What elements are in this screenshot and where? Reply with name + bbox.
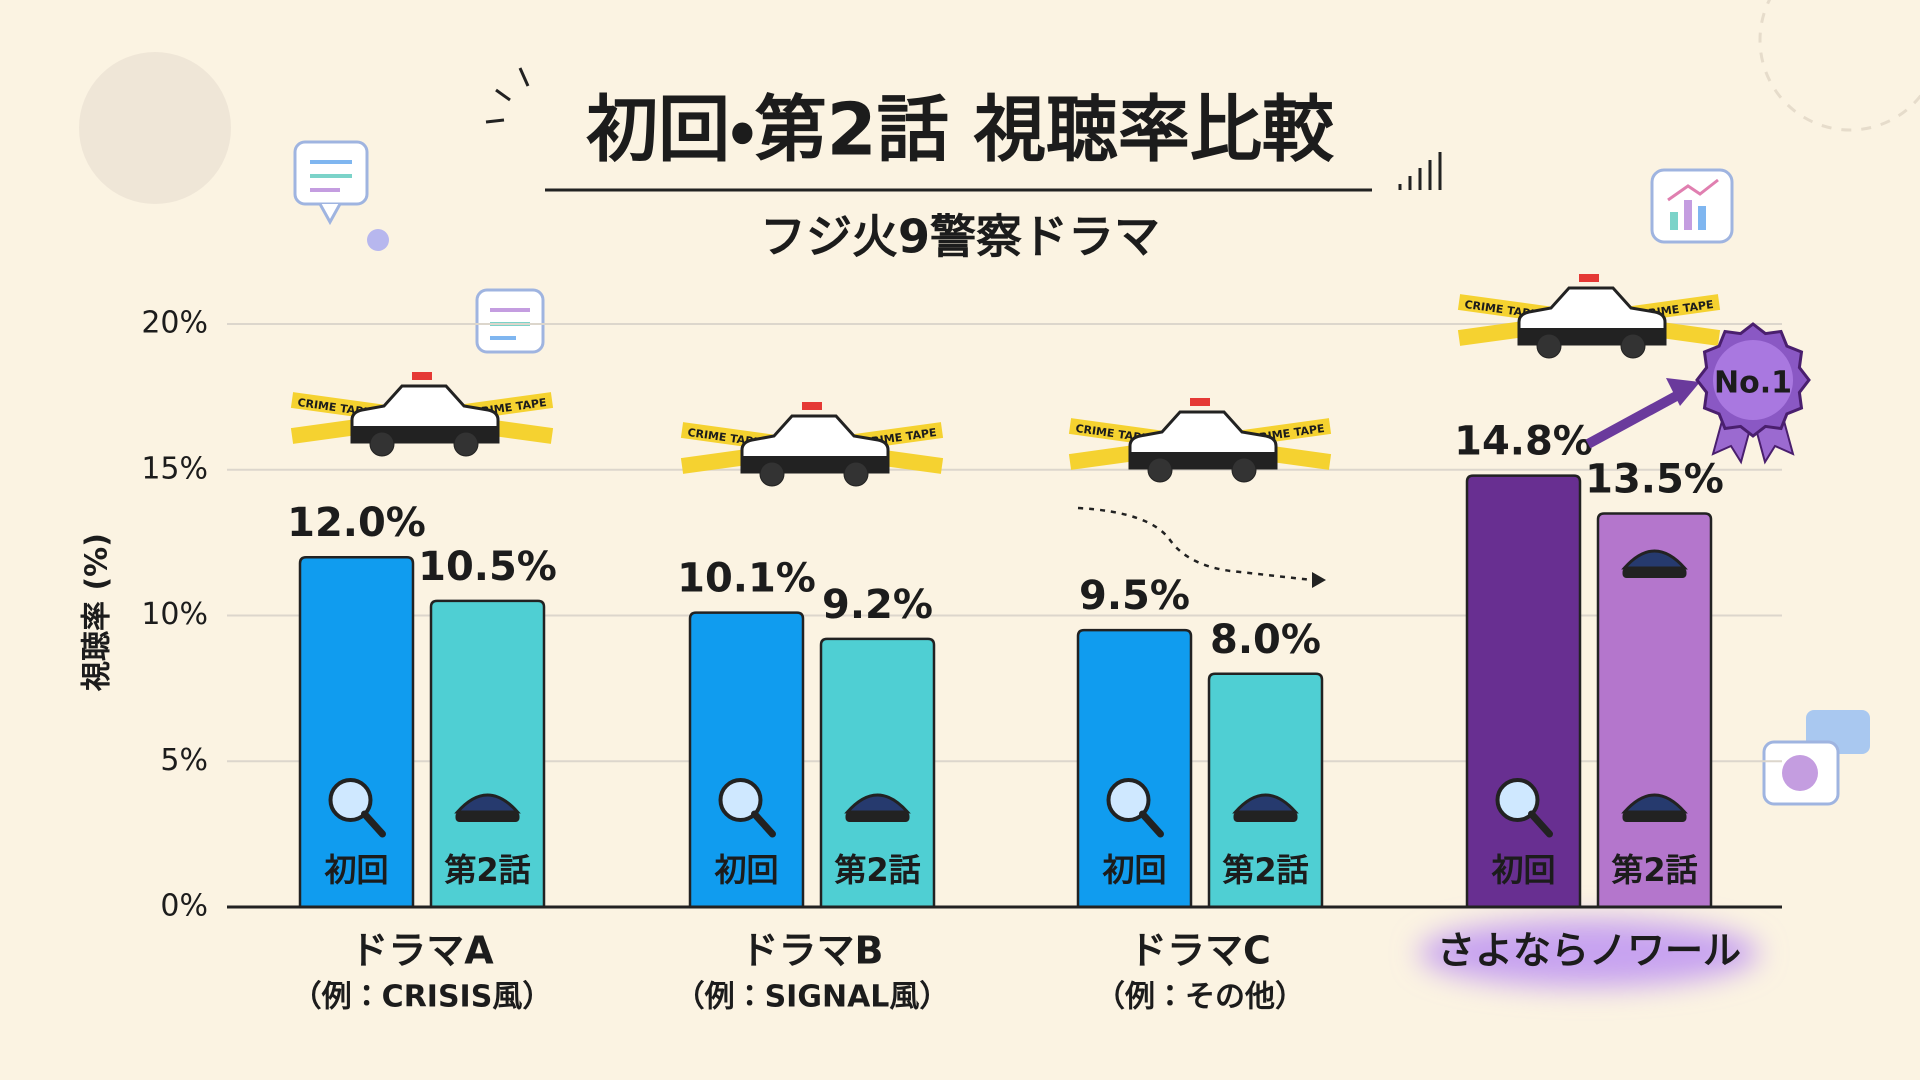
- magnifier-handle: [1139, 810, 1164, 838]
- police-cap-brim: [1622, 812, 1687, 822]
- y-tick-label: 10%: [141, 597, 208, 632]
- car-light: [802, 402, 822, 410]
- value-label: 9.5%: [1079, 573, 1190, 619]
- police-cap-icon: [1621, 549, 1688, 570]
- trend-arrow: [1077, 506, 1313, 582]
- category-note: （例：SIGNAL風）: [675, 980, 950, 1015]
- highlight-glow: [1419, 919, 1759, 987]
- bar: [1465, 474, 1582, 909]
- magnifier-handle: [751, 810, 776, 838]
- car-wheel: [1536, 333, 1562, 359]
- magnifier-icon: [328, 778, 373, 822]
- bar: [429, 599, 546, 909]
- x-tick-label: さよならノワール: [1437, 929, 1741, 973]
- x-tick-label: ドラマC: [1129, 929, 1271, 973]
- car-light: [1190, 398, 1210, 406]
- trend-arrow-head: [1312, 572, 1326, 588]
- police-car-icon: CRIME TAPE CRIME TAPE: [1457, 274, 1721, 359]
- value-label: 10.5%: [418, 544, 557, 590]
- series-label: 初回: [324, 851, 388, 889]
- car-wheel: [843, 461, 869, 487]
- police-car-icon: CRIME TAPE CRIME TAPE: [680, 402, 944, 487]
- series-label: 第2話: [1611, 851, 1697, 889]
- value-label: 10.1%: [677, 556, 816, 602]
- police-cap-brim: [845, 812, 910, 822]
- bar: [1076, 628, 1193, 909]
- police-cap-brim: [1622, 568, 1687, 578]
- badge-arrow-head: [1666, 378, 1700, 406]
- bar: [1207, 672, 1324, 909]
- badge-arrow: [1585, 389, 1683, 449]
- badge-text: No.1: [1714, 366, 1792, 401]
- series-label: 初回: [1491, 851, 1555, 889]
- police-cap-icon: [454, 793, 521, 814]
- police-cap-icon: [1232, 793, 1299, 814]
- category-note: （例：CRISIS風）: [292, 980, 553, 1015]
- bar: [298, 555, 415, 909]
- value-label: 13.5%: [1585, 456, 1724, 502]
- y-axis-label: 視聴率 (%): [80, 533, 115, 692]
- badge-inner: [1713, 340, 1793, 420]
- magnifier-handle: [361, 810, 386, 838]
- series-label: 第2話: [1222, 851, 1308, 889]
- y-tick-label: 20%: [141, 306, 208, 341]
- car-wheel: [759, 461, 785, 487]
- car-light: [412, 372, 432, 380]
- category-note: （例：その他）: [1095, 980, 1305, 1015]
- bar: [819, 637, 936, 909]
- magnifier-icon: [718, 778, 763, 822]
- y-tick-label: 0%: [160, 889, 208, 924]
- value-label: 8.0%: [1210, 617, 1321, 663]
- chart-title: 初回・第2話 視聴率比較: [586, 88, 1335, 172]
- car-wheel: [369, 431, 395, 457]
- value-label: 9.2%: [822, 582, 933, 628]
- police-cap-icon: [1621, 793, 1688, 814]
- series-label: 第2話: [834, 851, 920, 889]
- police-cap-icon: [844, 793, 911, 814]
- car-wheel: [1620, 333, 1646, 359]
- y-tick-label: 5%: [160, 743, 208, 778]
- x-tick-label: ドラマB: [741, 929, 884, 973]
- car-light: [1579, 274, 1599, 282]
- decor: [79, 0, 1920, 806]
- magnifier-handle: [1528, 810, 1553, 838]
- car-wheel: [453, 431, 479, 457]
- series-label: 第2話: [444, 851, 530, 889]
- magnifier-icon: [1495, 778, 1540, 822]
- car-wheel: [1231, 457, 1257, 483]
- magnifier-icon: [1106, 778, 1151, 822]
- x-tick-label: ドラマA: [350, 929, 494, 973]
- police-cap-brim: [1233, 812, 1298, 822]
- value-label: 14.8%: [1454, 419, 1593, 465]
- police-car-icon: CRIME TAPE CRIME TAPE: [290, 372, 554, 457]
- chart-subtitle: フジ火9警察ドラマ: [760, 210, 1160, 264]
- value-label: 12.0%: [287, 500, 426, 546]
- y-tick-label: 15%: [141, 451, 208, 486]
- police-cap-brim: [455, 812, 520, 822]
- series-label: 初回: [714, 851, 778, 889]
- car-wheel: [1147, 457, 1173, 483]
- series-label: 初回: [1102, 851, 1166, 889]
